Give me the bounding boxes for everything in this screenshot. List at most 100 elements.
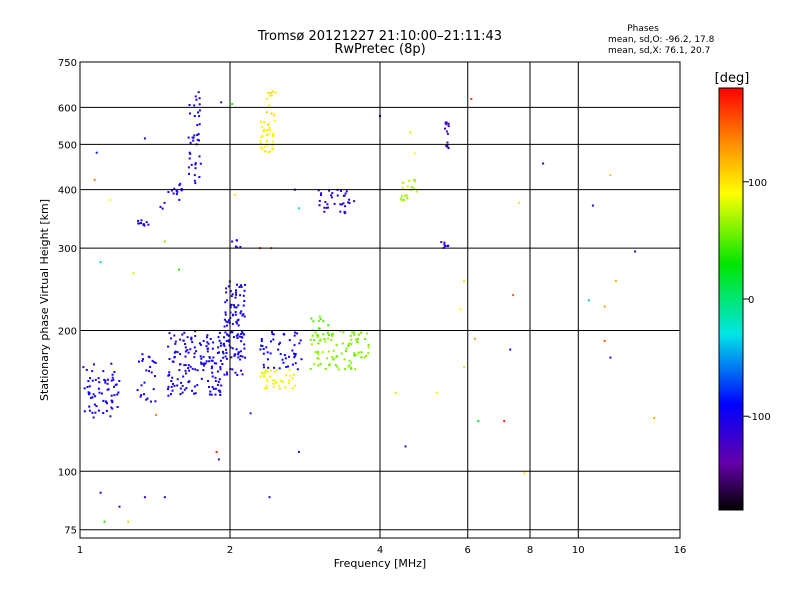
data-point (97, 377, 100, 380)
data-point (276, 368, 278, 371)
data-point (406, 185, 409, 188)
data-point (236, 246, 239, 249)
data-point (104, 381, 107, 384)
data-point (444, 122, 447, 125)
data-point (239, 350, 242, 353)
data-point (317, 327, 320, 330)
data-point (227, 285, 230, 288)
data-point (409, 131, 412, 134)
data-point (211, 371, 214, 374)
data-point (235, 289, 237, 292)
data-point (350, 343, 352, 346)
data-point (219, 359, 222, 362)
data-point (291, 377, 294, 380)
data-point (225, 340, 228, 342)
data-point (237, 351, 240, 354)
data-point (278, 343, 281, 346)
data-point (345, 190, 348, 193)
data-point (238, 335, 241, 338)
data-point (288, 379, 291, 382)
data-point (309, 338, 312, 341)
data-point (152, 388, 155, 391)
data-point (322, 320, 325, 323)
chart-title-line2: RwPretec (8p) (334, 42, 425, 57)
data-point (591, 204, 594, 207)
data-point (184, 343, 187, 345)
y-tick-label: 600 (58, 103, 77, 114)
data-point (272, 134, 275, 136)
data-point (153, 361, 156, 364)
data-point (194, 335, 197, 337)
data-point (278, 384, 281, 387)
data-point (215, 362, 218, 365)
data-point (223, 344, 226, 347)
data-point (209, 390, 212, 393)
data-point (339, 210, 342, 213)
data-point (185, 387, 188, 390)
data-point (309, 367, 312, 370)
data-point (331, 192, 334, 195)
data-point (206, 334, 209, 337)
data-point (143, 496, 146, 499)
data-point (316, 336, 319, 339)
data-point (197, 91, 200, 94)
data-point (336, 365, 339, 368)
data-point (97, 409, 100, 412)
data-point (266, 351, 269, 354)
colorbar-label: [deg] (715, 71, 750, 86)
data-point (271, 333, 274, 335)
data-point (259, 142, 262, 145)
data-point (263, 376, 266, 378)
data-point (317, 351, 319, 353)
data-point (202, 340, 205, 342)
data-point (193, 392, 196, 395)
data-point (336, 194, 339, 197)
data-point (171, 376, 174, 379)
data-point (239, 284, 242, 287)
data-point (179, 353, 182, 356)
data-point (137, 222, 140, 225)
data-point (150, 371, 153, 374)
x-tick-label: 8 (527, 545, 533, 556)
data-point (412, 187, 415, 190)
data-point (216, 352, 219, 354)
data-point (235, 293, 237, 296)
data-point (284, 357, 287, 360)
data-point (264, 369, 267, 372)
data-point (243, 333, 246, 336)
data-point (360, 331, 363, 334)
data-point (230, 295, 233, 298)
data-point (274, 382, 277, 385)
data-point (193, 385, 196, 388)
data-point (198, 109, 201, 112)
data-point (91, 396, 94, 399)
data-point (193, 134, 196, 137)
data-point (263, 128, 266, 131)
data-point (324, 201, 327, 203)
data-point (324, 367, 327, 370)
data-point (145, 369, 148, 372)
data-point (193, 346, 196, 349)
data-point (285, 374, 288, 377)
data-point (243, 289, 246, 292)
data-point (234, 296, 237, 299)
data-point (217, 380, 220, 383)
data-point (210, 393, 213, 396)
data-point (266, 111, 268, 114)
data-point (339, 203, 342, 206)
data-point (82, 366, 85, 369)
data-point (230, 303, 233, 306)
data-point (98, 381, 101, 384)
data-point (220, 384, 223, 387)
data-point (609, 174, 612, 176)
data-point (176, 351, 179, 354)
data-point (206, 350, 209, 353)
data-point (240, 310, 243, 313)
data-point (294, 354, 297, 357)
data-point (138, 360, 140, 363)
data-point (224, 355, 227, 358)
data-point (111, 373, 114, 376)
data-point (93, 363, 95, 366)
data-point (275, 381, 278, 384)
data-point (463, 280, 466, 283)
